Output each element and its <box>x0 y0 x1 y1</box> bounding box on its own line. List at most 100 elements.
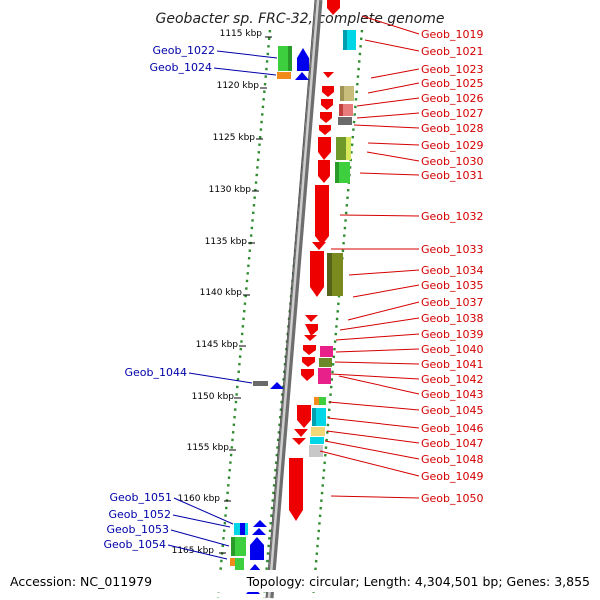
left-label-leader <box>216 50 278 59</box>
gene-arrow-geob1046 <box>297 405 311 428</box>
gene-arrow-geob1048 <box>292 438 306 445</box>
map-title: Geobacter sp. FRC-32, complete genome <box>156 11 445 27</box>
gene-arrow-geob1028 <box>319 125 331 135</box>
gene-arrow-geob1037 <box>305 315 318 322</box>
right-gene-label: Geob_1025 <box>421 77 484 90</box>
gene-arrow-geob1027 <box>320 112 332 123</box>
left-gene-label: Geob_1054 <box>104 538 167 551</box>
left-gene-label: Geob_1022 <box>153 44 216 57</box>
right-label-leader <box>326 430 420 444</box>
left-gene-label: Geob_1053 <box>107 523 170 536</box>
tick-label: 1140 kbp <box>200 288 243 298</box>
gene-block-geob1053 <box>230 558 235 566</box>
tick-label: 1130 kbp <box>209 185 252 195</box>
right-label-leader <box>324 440 420 460</box>
right-label-leader <box>334 361 420 365</box>
tick-label: 1160 kbp <box>178 494 221 504</box>
right-label-leader <box>366 151 420 162</box>
right-gene-label: Geob_1031 <box>421 169 484 182</box>
gene-block-geob1045 <box>314 397 319 405</box>
gene-arrow-geob1038 <box>305 324 318 336</box>
tick-label: 1120 kbp <box>217 81 260 91</box>
right-gene-label: Geob_1035 <box>421 279 484 292</box>
gene-arrow-geob1041 <box>302 357 315 367</box>
gene-arrow-geob1030 <box>318 160 330 183</box>
gene-arrow-geob1039 <box>304 335 317 341</box>
right-gene-label: Geob_1050 <box>421 492 484 505</box>
gene-arrow-geob1044 <box>270 382 284 389</box>
right-gene-label: Geob_1048 <box>421 453 484 466</box>
gene-arrow-geob1050 <box>289 458 303 521</box>
right-gene-label: Geob_1049 <box>421 470 484 483</box>
right-gene-label: Geob_1019 <box>421 28 484 41</box>
gene-arrow-geob1042 <box>301 369 314 381</box>
left-label-leader <box>188 372 253 384</box>
right-gene-label: Geob_1032 <box>421 210 484 223</box>
left-gene-labels: Geob_1022 Geob_1024 Geob_1044 Geob_1051 Geob… <box>104 44 278 560</box>
gene-arrow-geob1025 <box>322 86 334 97</box>
right-label-leader <box>370 68 420 79</box>
tick-label: 1135 kbp <box>205 237 248 247</box>
gene-arrow-geob1019 <box>327 0 340 15</box>
gene-block-geob1040 <box>320 346 333 357</box>
right-label-leader <box>339 214 420 217</box>
left-gene-label: Geob_1044 <box>125 366 188 379</box>
gene-arrow-geob1033 <box>312 242 326 250</box>
genome-summary-text: Topology: circular; Length: 4,304,501 bp… <box>246 574 590 589</box>
right-gene-label: Geob_1033 <box>421 243 484 256</box>
left-label-leader <box>170 529 230 547</box>
gene-arrow-geob1032 <box>315 185 329 245</box>
right-label-leader <box>330 373 420 380</box>
right-label-leader <box>338 375 420 395</box>
right-gene-label: Geob_1027 <box>421 107 484 120</box>
gene-block-geob1048 <box>310 437 324 444</box>
right-label-leader <box>319 450 420 477</box>
right-label-leader <box>348 269 420 276</box>
right-gene-label: Geob_1021 <box>421 45 484 58</box>
gene-block-geob1042 <box>318 368 331 384</box>
left-gene-label: Geob_1051 <box>110 491 173 504</box>
right-gene-label: Geob_1030 <box>421 155 484 168</box>
gene-block-geob1044 <box>253 381 268 386</box>
gene-arrow-geob1024 <box>295 72 309 80</box>
right-label-leader <box>330 495 420 499</box>
gene-arrow-geob1051 <box>253 520 267 527</box>
gene-block-geob1024 <box>277 72 291 79</box>
right-gene-label: Geob_1023 <box>421 63 484 76</box>
right-gene-label: Geob_1047 <box>421 437 484 450</box>
gene-arrow-geob1023 <box>323 72 334 78</box>
tick-label: 1145 kbp <box>196 340 239 350</box>
genome-backbone <box>265 0 323 599</box>
gene-block-geob1047 <box>311 427 325 436</box>
footer-background <box>0 570 600 592</box>
gene-block-geob1049 <box>309 445 323 457</box>
right-gene-label: Geob_1034 <box>421 264 484 277</box>
right-label-leader <box>353 124 420 129</box>
gene-arrow-geob1022 <box>297 48 309 71</box>
gene-arrow-geob1026 <box>321 99 333 110</box>
tick-label: 1150 kbp <box>192 392 235 402</box>
forward-strand-features <box>289 0 356 521</box>
right-label-leader <box>361 15 420 35</box>
position-ticks: 1115 kbp 1120 kbp 1125 kbp 1130 kbp 1135 kbp… <box>172 29 272 556</box>
right-label-leader <box>352 284 420 298</box>
tick-label: 1155 kbp <box>187 443 230 453</box>
right-gene-label: Geob_1028 <box>421 122 484 135</box>
right-label-leader <box>356 112 420 119</box>
left-label-leader <box>213 67 277 76</box>
right-label-leader <box>356 97 420 107</box>
right-label-leader <box>339 317 420 331</box>
gene-arrow-geob1034 <box>310 251 324 297</box>
right-gene-label: Geob_1046 <box>421 422 484 435</box>
right-gene-label: Geob_1041 <box>421 358 484 371</box>
gene-block-geob1041 <box>319 358 332 367</box>
right-gene-label: Geob_1038 <box>421 312 484 325</box>
right-gene-label: Geob_1026 <box>421 92 484 105</box>
gene-arrow-geob1029 <box>318 137 331 160</box>
right-label-leader <box>367 82 420 94</box>
right-label-leader <box>327 417 420 429</box>
right-gene-label: Geob_1043 <box>421 388 484 401</box>
